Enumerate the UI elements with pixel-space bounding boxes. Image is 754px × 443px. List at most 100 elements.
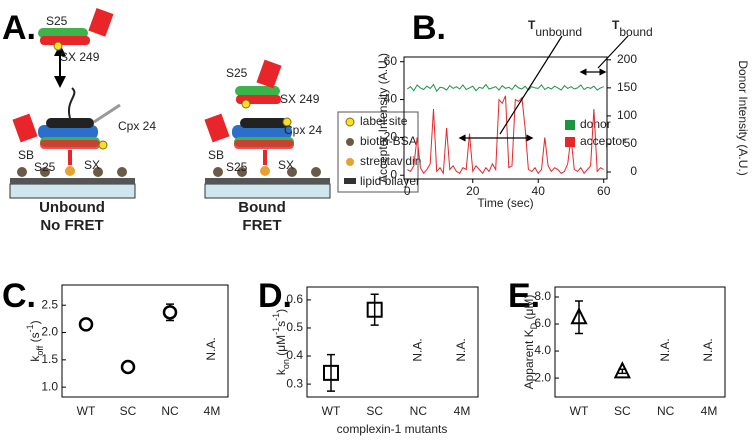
y-tick-label: 0.5 — [286, 320, 303, 334]
label-part: Apparent K — [522, 329, 536, 389]
label-part: -1 — [271, 313, 281, 321]
legend-swatch — [565, 120, 575, 130]
error-bar — [575, 300, 583, 335]
x-tick-label: 4M — [454, 404, 471, 418]
y2-tick-label: 200 — [617, 52, 637, 66]
diagram-label: Cpx 24 — [118, 119, 156, 133]
value-label: N.A. — [658, 338, 672, 361]
y-axis-label: koff (s-1) — [25, 320, 45, 361]
y-tick-label: 0 — [390, 167, 397, 181]
label-part: D — [529, 322, 539, 329]
y2-tick-label: 0 — [630, 164, 637, 178]
label-part: on — [281, 359, 291, 369]
y-axis-label: kon (μM-1s-1) — [271, 309, 291, 375]
marker — [570, 307, 588, 325]
plot-frame — [61, 284, 229, 398]
y-tick-label: 60 — [384, 54, 398, 68]
data-line — [407, 83, 604, 93]
marker — [162, 305, 178, 320]
annotation-sub: bound — [619, 25, 652, 39]
label-part: k — [274, 368, 288, 375]
plot-frame — [403, 56, 608, 180]
label-part: (s — [28, 332, 42, 345]
x-tick-label: WT — [322, 404, 341, 418]
x-tick-label: NC — [161, 404, 179, 418]
x-tick-label: SC — [614, 404, 631, 418]
annotation-text: T — [528, 18, 536, 32]
diagram-label: S25 — [226, 66, 248, 80]
diagram-label: Cpx 24 — [284, 123, 322, 137]
y-tick-label: 2.0 — [41, 325, 58, 339]
y2-tick-label: 50 — [624, 136, 638, 150]
y-tick-label: 2.0 — [534, 370, 551, 384]
y-tick-label: 4.0 — [534, 343, 551, 357]
data-line — [407, 95, 604, 175]
y-tick-label: 2.5 — [41, 297, 58, 311]
label-part: off — [35, 345, 45, 355]
marker — [613, 361, 631, 379]
panel-label: D. — [258, 277, 292, 315]
diagram-label: S25 — [46, 14, 68, 28]
diagram-caption: FRET — [242, 217, 281, 234]
y-axis-label: Apparent KD (μM) — [522, 295, 539, 390]
y-axis-label: Acceptor Intensity (A.U.) — [376, 53, 390, 183]
diagram-caption: Unbound — [39, 199, 105, 216]
label-part: -1 — [271, 327, 281, 335]
annotation-sub: unbound — [535, 25, 582, 39]
shared-x-label: complexin-1 mutants — [337, 422, 448, 436]
x-tick-label: NC — [410, 404, 428, 418]
annotation: Tbound — [612, 18, 653, 39]
diagram-label: SB — [208, 148, 224, 162]
y-tick-label: 0.4 — [286, 348, 303, 362]
x-tick-label: NC — [657, 404, 675, 418]
value-label: N.A. — [204, 337, 218, 360]
y-tick-label: 1.0 — [41, 379, 58, 393]
legend-label: streptavidin — [360, 154, 421, 168]
panel-label: C. — [2, 277, 36, 315]
x-tick-label: 4M — [701, 404, 718, 418]
marker — [323, 364, 339, 381]
x-tick-label: SC — [366, 404, 383, 418]
x-tick-label: WT — [77, 404, 96, 418]
y-tick-label: 1.5 — [41, 352, 58, 366]
panel-label: E. — [508, 277, 540, 315]
label-part: s — [274, 321, 288, 327]
schematic — [9, 7, 419, 199]
x-axis-label: Time (sec) — [477, 196, 533, 210]
legend-label: acceptor — [580, 134, 626, 148]
panel-label: A. — [2, 9, 36, 47]
diagram-label: SX 249 — [280, 92, 320, 106]
y-tick-label: 20 — [384, 130, 398, 144]
diagram-label: SX — [84, 158, 100, 172]
leader — [499, 35, 563, 135]
error-bar — [327, 353, 335, 392]
legend-label: label site — [360, 114, 408, 128]
diagram-caption: Bound — [238, 199, 285, 216]
diagram-caption: No FRET — [40, 217, 103, 234]
label-part: k — [28, 355, 42, 362]
diagram-label: SX — [278, 158, 294, 172]
value-label: N.A. — [701, 338, 715, 361]
x-tick-label: 60 — [597, 184, 611, 198]
label-part: (μM) — [522, 295, 536, 323]
plot-frame — [554, 286, 726, 398]
y-tick-label: 0.6 — [286, 292, 303, 306]
annotation-text: T — [612, 18, 620, 32]
y-tick-label: 8.0 — [534, 289, 551, 303]
legend-label: donor — [580, 117, 611, 131]
y2-tick-label: 100 — [617, 108, 637, 122]
legend-swatch — [565, 137, 575, 147]
error-bar — [370, 293, 379, 326]
label-part: ) — [274, 309, 288, 313]
label-part: (μM — [274, 335, 288, 359]
x-tick-label: 4M — [204, 404, 221, 418]
annotation: Tunbound — [528, 18, 582, 39]
legend-label: lipid bilayer — [360, 174, 420, 188]
diagram-label: SX 249 — [60, 50, 100, 64]
y2-axis-label: Donor Intensity (A.U.) — [736, 60, 750, 175]
plot-frame — [306, 286, 479, 398]
x-tick-label: SC — [120, 404, 137, 418]
diagram-label: SB — [18, 148, 34, 162]
label-part: -1 — [25, 324, 35, 332]
